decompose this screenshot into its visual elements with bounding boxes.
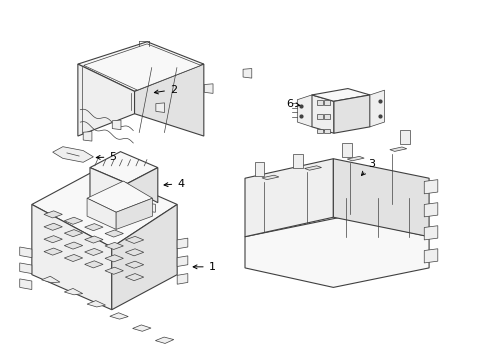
- Polygon shape: [42, 276, 60, 283]
- Polygon shape: [255, 162, 265, 176]
- Polygon shape: [105, 267, 123, 274]
- Polygon shape: [85, 224, 103, 231]
- Polygon shape: [32, 204, 112, 310]
- Polygon shape: [424, 226, 438, 240]
- Polygon shape: [312, 95, 334, 133]
- Polygon shape: [245, 159, 333, 237]
- Polygon shape: [317, 114, 322, 119]
- Polygon shape: [95, 203, 107, 212]
- Polygon shape: [204, 84, 213, 93]
- Polygon shape: [297, 95, 312, 127]
- Polygon shape: [44, 211, 62, 218]
- Polygon shape: [64, 217, 83, 224]
- Polygon shape: [116, 198, 152, 229]
- Polygon shape: [294, 153, 303, 167]
- Polygon shape: [64, 242, 83, 249]
- Polygon shape: [262, 175, 279, 180]
- Polygon shape: [370, 90, 385, 127]
- Polygon shape: [324, 129, 330, 133]
- Polygon shape: [44, 223, 62, 230]
- Text: 4: 4: [164, 179, 184, 189]
- Polygon shape: [90, 152, 158, 184]
- Polygon shape: [87, 198, 116, 229]
- Polygon shape: [32, 169, 177, 247]
- Polygon shape: [143, 203, 155, 212]
- Polygon shape: [177, 256, 188, 266]
- Text: 1: 1: [193, 262, 216, 272]
- Polygon shape: [424, 180, 438, 194]
- Polygon shape: [20, 263, 32, 274]
- Polygon shape: [125, 274, 144, 281]
- Polygon shape: [44, 248, 62, 255]
- Polygon shape: [305, 166, 321, 170]
- Polygon shape: [334, 95, 370, 133]
- Polygon shape: [64, 255, 83, 261]
- Polygon shape: [112, 204, 177, 310]
- Polygon shape: [324, 114, 330, 119]
- Polygon shape: [245, 217, 429, 287]
- Polygon shape: [83, 131, 92, 141]
- Polygon shape: [44, 236, 62, 243]
- Polygon shape: [105, 242, 123, 249]
- Polygon shape: [87, 301, 105, 307]
- Polygon shape: [177, 238, 188, 249]
- Polygon shape: [105, 230, 123, 237]
- Polygon shape: [64, 230, 83, 237]
- Polygon shape: [400, 130, 410, 144]
- Text: 2: 2: [154, 85, 177, 95]
- Polygon shape: [125, 261, 144, 268]
- Polygon shape: [110, 313, 128, 319]
- Polygon shape: [424, 249, 438, 263]
- Polygon shape: [133, 325, 151, 331]
- Polygon shape: [324, 100, 330, 104]
- Text: 5: 5: [96, 152, 116, 162]
- Polygon shape: [64, 288, 83, 295]
- Polygon shape: [424, 203, 438, 217]
- Polygon shape: [347, 156, 364, 161]
- Polygon shape: [317, 100, 322, 104]
- Polygon shape: [127, 168, 158, 203]
- Polygon shape: [317, 129, 322, 133]
- Polygon shape: [85, 261, 103, 268]
- Polygon shape: [243, 68, 252, 78]
- Polygon shape: [105, 255, 123, 262]
- Polygon shape: [78, 42, 204, 91]
- Polygon shape: [312, 89, 370, 101]
- Polygon shape: [90, 168, 127, 203]
- Polygon shape: [84, 44, 201, 90]
- Polygon shape: [177, 274, 188, 284]
- Polygon shape: [53, 147, 94, 162]
- Polygon shape: [390, 147, 407, 152]
- Polygon shape: [125, 237, 144, 243]
- Polygon shape: [20, 279, 32, 289]
- Polygon shape: [85, 248, 103, 256]
- Polygon shape: [333, 159, 429, 237]
- Polygon shape: [20, 247, 32, 258]
- Polygon shape: [342, 143, 352, 157]
- Polygon shape: [85, 236, 103, 243]
- Polygon shape: [125, 249, 144, 256]
- Text: 6: 6: [286, 99, 300, 109]
- Polygon shape: [78, 64, 135, 136]
- Polygon shape: [156, 103, 165, 112]
- Polygon shape: [87, 181, 152, 212]
- Text: 3: 3: [362, 159, 375, 175]
- Polygon shape: [112, 120, 121, 130]
- Polygon shape: [155, 337, 174, 343]
- Polygon shape: [135, 64, 204, 136]
